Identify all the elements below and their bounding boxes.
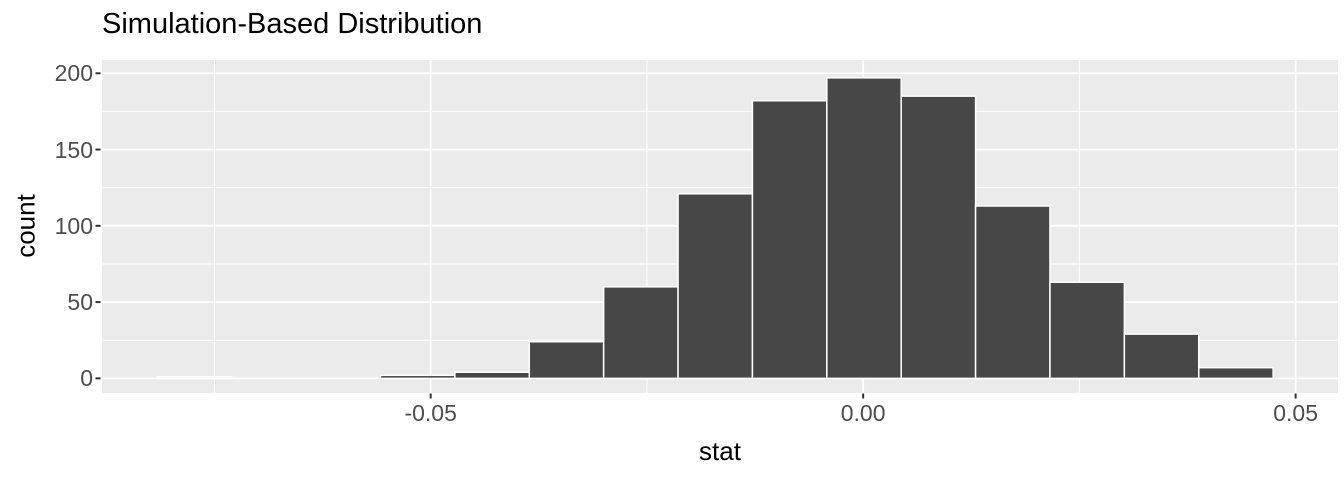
- x-tick-label: 0.05: [1273, 400, 1318, 426]
- x-tick-label: -0.05: [404, 400, 457, 426]
- x-axis-title: stat: [699, 436, 741, 466]
- histogram-bar: [1123, 333, 1200, 380]
- histogram-bar: [900, 95, 977, 380]
- histogram-bar: [826, 77, 902, 380]
- histogram-bar: [528, 340, 605, 380]
- y-tick-label: 50: [67, 289, 93, 316]
- histogram-bar: [677, 193, 754, 380]
- histogram-bar: [1049, 281, 1126, 380]
- y-tick-label: 100: [54, 212, 93, 239]
- y-tick-label: 150: [54, 136, 93, 163]
- x-tick-label: 0.00: [840, 400, 886, 426]
- chart-title: Simulation-Based Distribution: [102, 8, 483, 40]
- histogram-bar: [602, 286, 679, 380]
- histogram-bar: [1197, 366, 1274, 380]
- histogram-bar: [379, 374, 456, 380]
- histogram-bar: [156, 376, 233, 380]
- histogram-bar: [974, 205, 1051, 380]
- histogram-bar: [751, 99, 828, 380]
- y-tick-label: 0: [80, 365, 93, 392]
- histogram-bar: [454, 371, 531, 380]
- y-tick-label: 200: [54, 60, 93, 87]
